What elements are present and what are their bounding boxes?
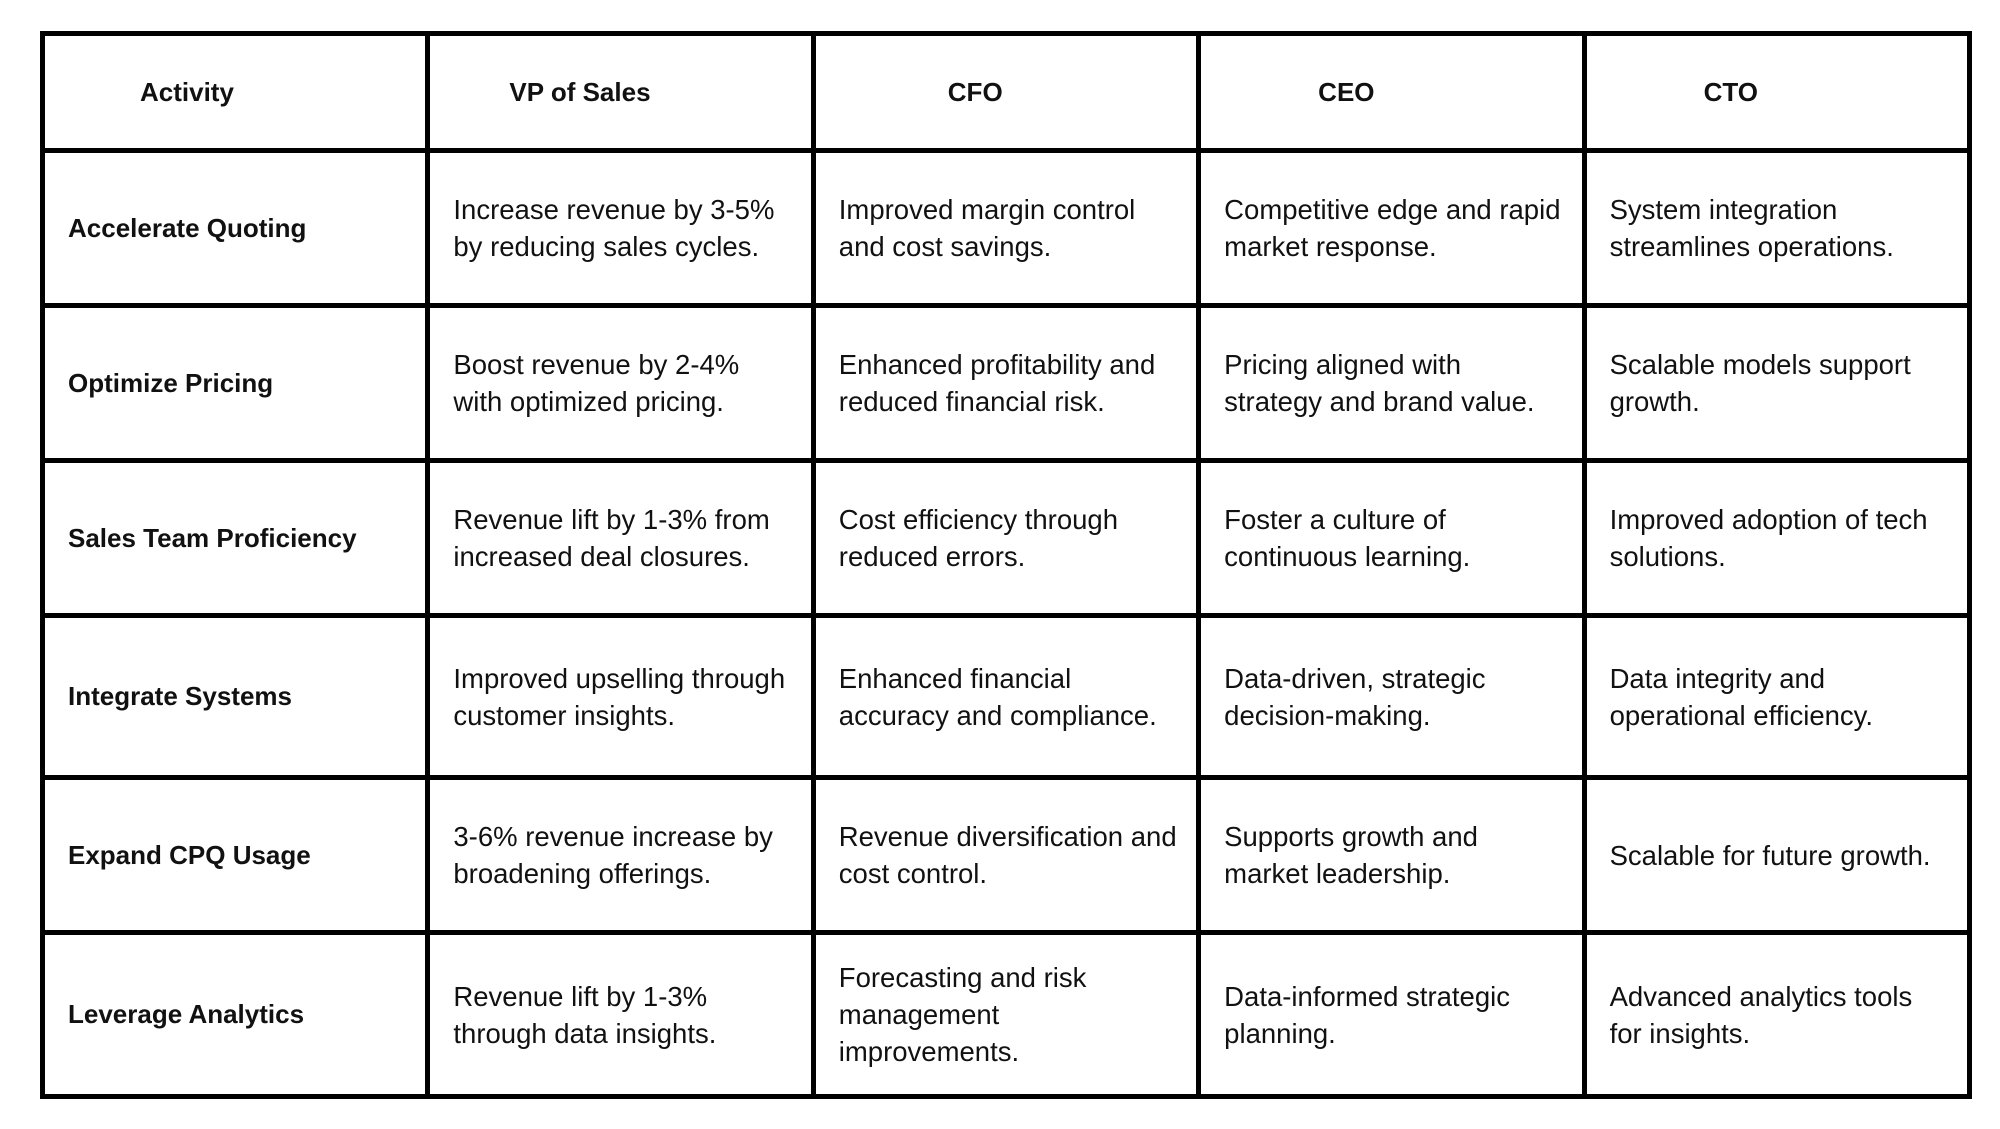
header-activity: Activity [39,31,431,153]
activity-cell: Optimize Pricing [39,303,431,463]
activity-cell: Expand CPQ Usage [39,775,431,935]
table-cell: Revenue lift by 1-3% from increased deal… [425,458,816,618]
header-row: Activity VP of Sales CFO CEO CTO [39,31,1973,153]
table-row: Integrate Systems Improved upselling thro… [39,613,1973,780]
activity-cell: Accelerate Quoting [39,148,431,308]
table-cell: Scalable for future growth. [1581,775,1973,935]
header-vp-of-sales: VP of Sales [425,31,816,153]
table-cell: Cost efficiency through reduced errors. [810,458,1202,618]
table-row: Sales Team Proficiency Revenue lift by 1-… [39,458,1973,618]
table-cell: Data-informed strategic planning. [1196,930,1587,1099]
table-row: Accelerate Quoting Increase revenue by 3-… [39,148,1973,308]
table-row: Leverage Analytics Revenue lift by 1-3% t… [39,930,1973,1099]
table-cell: Supports growth and market leadership. [1196,775,1587,935]
table-cell: Data integrity and operational efficienc… [1581,613,1973,780]
activity-role-table: Activity VP of Sales CFO CEO CTO Acceler… [39,31,1973,1099]
table-cell: Competitive edge and rapid market respon… [1196,148,1587,308]
header-cto: CTO [1581,31,1973,153]
table-cell: Revenue lift by 1-3% through data insigh… [425,930,816,1099]
table-cell: Advanced analytics tools for insights. [1581,930,1973,1099]
table-cell: Increase revenue by 3-5% by reducing sal… [425,148,816,308]
activity-cell: Integrate Systems [39,613,431,780]
table-cell: 3-6% revenue increase by broadening offe… [425,775,816,935]
activity-cell: Leverage Analytics [39,930,431,1099]
table-cell: Improved margin control and cost savings… [810,148,1202,308]
table-cell: Enhanced financial accuracy and complian… [810,613,1202,780]
table-cell: Revenue diversification and cost control… [810,775,1202,935]
activity-cell: Sales Team Proficiency [39,458,431,618]
table-cell: Scalable models support growth. [1581,303,1973,463]
table-cell: Data-driven, strategic decision-making. [1196,613,1587,780]
table-cell: Pricing aligned with strategy and brand … [1196,303,1587,463]
table-cell: Boost revenue by 2-4% with optimized pri… [425,303,816,463]
header-cfo: CFO [810,31,1202,153]
table-row: Optimize Pricing Boost revenue by 2-4% wi… [39,303,1973,463]
table-cell: Foster a culture of continuous learning. [1196,458,1587,618]
table-cell: Enhanced profitability and reduced finan… [810,303,1202,463]
header-ceo: CEO [1196,31,1587,153]
table-cell: Improved adoption of tech solutions. [1581,458,1973,618]
table-row: Expand CPQ Usage 3-6% revenue increase by… [39,775,1973,935]
table-cell: Forecasting and risk management improvem… [810,930,1202,1099]
table-cell: System integration streamlines operation… [1581,148,1973,308]
table-cell: Improved upselling through customer insi… [425,613,816,780]
